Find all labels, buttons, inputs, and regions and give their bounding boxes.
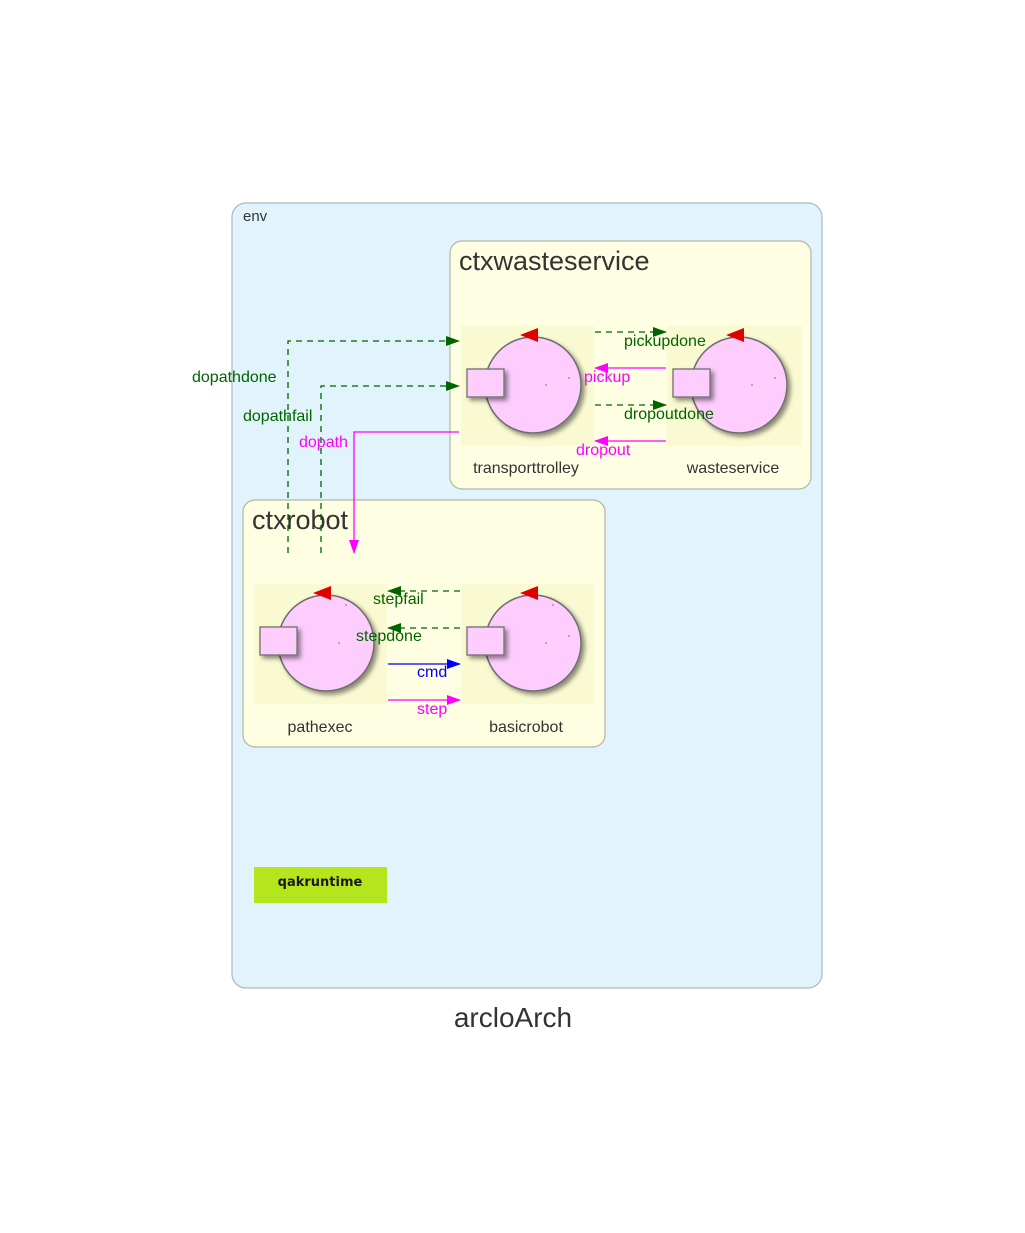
diagram-title: arcloArch	[454, 1002, 572, 1033]
edge-cmd-label: cmd	[417, 664, 447, 681]
qakruntime-label: qakruntime	[278, 875, 363, 890]
edge-dopath-label: dopath	[299, 434, 348, 451]
edge-stepfail-label: stepfail	[373, 591, 424, 608]
qakruntime-badge	[254, 867, 387, 903]
edge-dopathdone-label: dopathdone	[192, 369, 277, 386]
actor-wasteservice	[667, 326, 802, 446]
edge-dopathfail-label: dopathfail	[243, 408, 312, 425]
actor-dot	[568, 635, 570, 637]
actor-transporttrolley	[461, 326, 594, 446]
edge-pickupdone-label: pickupdone	[624, 333, 706, 350]
actor-dot	[552, 604, 554, 606]
actor-queue-box	[466, 626, 505, 656]
actor-pathexec-label: pathexec	[288, 719, 353, 736]
actor-dot	[345, 604, 347, 606]
env-label: env	[243, 208, 268, 225]
actor-dot	[545, 642, 547, 644]
edge-stepdone-label: stepdone	[356, 628, 422, 645]
actor-dot	[774, 377, 776, 379]
red-pointer-icon	[726, 328, 744, 342]
actor-dot	[545, 384, 547, 386]
actor-dot	[338, 642, 340, 644]
red-pointer-icon	[520, 328, 538, 342]
edge-dopathdone	[287, 336, 460, 553]
actor-wasteservice-label: wasteservice	[686, 460, 780, 477]
context-ctxwasteservice-label: ctxwasteservice	[459, 246, 650, 276]
actor-dot	[751, 384, 753, 386]
actor-transporttrolley-label: transporttrolley	[473, 460, 579, 477]
actor-basicrobot	[461, 584, 594, 704]
red-pointer-icon	[520, 586, 538, 600]
edge-dropoutdone-label: dropoutdone	[624, 406, 714, 423]
edge-dropout-label: dropout	[576, 442, 631, 459]
actor-queue-box	[259, 626, 298, 656]
actor-queue-box	[672, 368, 711, 398]
context-ctxrobot-label: ctxrobot	[252, 505, 349, 535]
red-pointer-icon	[313, 586, 331, 600]
actor-basicrobot-label: basicrobot	[489, 719, 563, 736]
actor-queue-box	[466, 368, 505, 398]
edge-dopath	[349, 431, 459, 554]
edge-dopathfail	[320, 381, 460, 553]
edge-pickup-label: pickup	[584, 369, 630, 386]
actor-dot	[568, 377, 570, 379]
edge-step-label: step	[417, 701, 447, 718]
actor-pathexec	[254, 584, 387, 704]
